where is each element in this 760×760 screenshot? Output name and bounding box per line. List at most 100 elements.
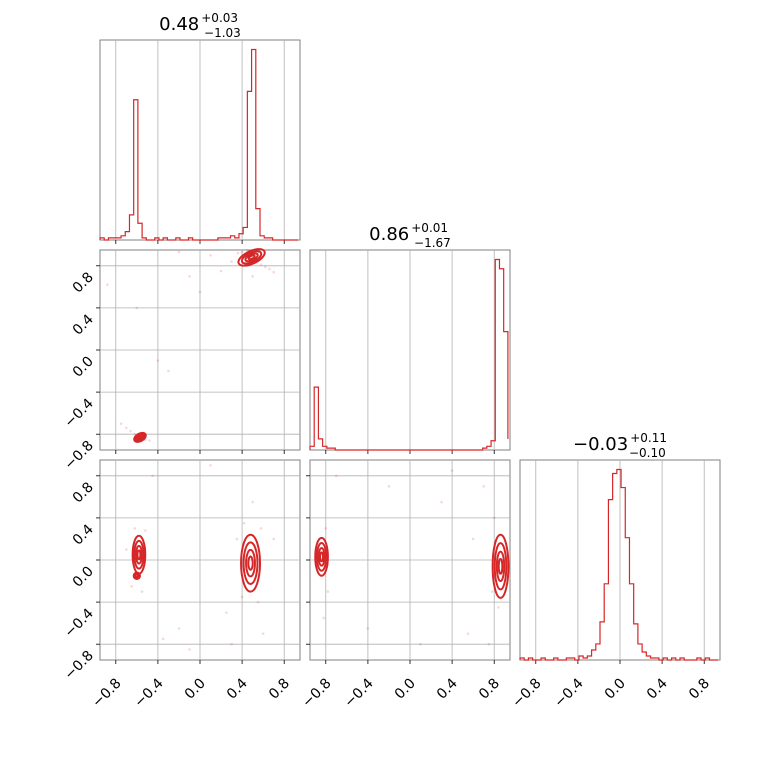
pair-panel-2-3-sample-0 bbox=[324, 527, 328, 530]
pair-panel-1-3-sample-9 bbox=[161, 637, 165, 641]
pair-panel-1-2-sample-2 bbox=[259, 263, 263, 267]
pair-panel-1-3-contour-1-3 bbox=[135, 574, 139, 578]
pair-panel-2-3-sample-1 bbox=[326, 590, 330, 593]
pair-panel-1-2-sample-14 bbox=[167, 369, 170, 373]
pair-panel-2-3-sample-9 bbox=[366, 627, 370, 630]
pair-panel-1-2-sample-21 bbox=[251, 275, 254, 278]
pair-panel-1-2-contour-0-1 bbox=[240, 250, 263, 265]
pair-panel-1-3-ytick-label-2: 0.0 bbox=[70, 564, 97, 591]
pair-panel-1-3-sample-11 bbox=[225, 611, 228, 614]
pair-panel-1-2-sample-8 bbox=[129, 429, 132, 433]
pair-panel-1-3-sample-13 bbox=[151, 474, 154, 478]
pair-panel-2-3-sample-15 bbox=[335, 474, 338, 478]
pair-panel-2-3-sample-11 bbox=[450, 469, 454, 472]
pair-panel-1-2-sample-15 bbox=[198, 290, 202, 294]
pair-panel-1-3-sample-15 bbox=[272, 537, 275, 541]
pair-panel-2-3-sample-10 bbox=[419, 642, 422, 646]
pair-panel-1-3-sample-2 bbox=[130, 585, 133, 588]
pair-panel-1-2-ytick-label-2: 0.0 bbox=[70, 354, 97, 381]
pair-panel-2-3-sample-8 bbox=[471, 537, 475, 541]
pair-panel-1-2-sample-18 bbox=[135, 306, 139, 310]
pair-panel-1-3-ytick-label-0: −0.8 bbox=[61, 648, 96, 683]
pair-panel-1-2-ytick-label-4: 0.8 bbox=[70, 269, 97, 296]
pair-panel-1-3-sample-6 bbox=[240, 595, 244, 599]
pair-panel-2-3-contour-1-3 bbox=[497, 557, 504, 575]
pair-panel-2-3-contour-1-2 bbox=[495, 550, 506, 583]
pair-panel-1-3-sample-14 bbox=[209, 463, 212, 467]
hist-panel-3-xtick-label-2: 0.0 bbox=[602, 676, 629, 703]
hist-panel-3-xtick-label-4: 0.8 bbox=[686, 676, 713, 703]
pair-panel-1-2-sample-9 bbox=[133, 432, 137, 436]
pair-panel-2-3-sample-4 bbox=[497, 606, 500, 609]
pair-panel-1-2-sample-13 bbox=[156, 359, 160, 362]
hist-panel-3-xtick-label-0: −0.8 bbox=[509, 676, 544, 711]
pair-panel-1-2-sample-7 bbox=[125, 426, 128, 430]
pair-panel-1-3-sample-0 bbox=[133, 527, 137, 530]
pair-panel-2-3-sample-12 bbox=[387, 485, 391, 488]
hist-panel-3-xtick-label-1: −0.4 bbox=[551, 675, 586, 710]
hist-panel-1 bbox=[99, 39, 301, 244]
pair-panel-1-2-contour-1-3 bbox=[137, 435, 143, 440]
pair-panel-1-3-ytick-label-1: −0.4 bbox=[61, 606, 96, 641]
pair-panel-1-3-contour-2-3 bbox=[247, 555, 254, 571]
panels-layer: −0.8 −0.4 0.0 0.4 0.8−0.8−0.40.00.40.8−0.8−0… bbox=[61, 39, 721, 711]
pair-panel-1-3-xtick-label-1: −0.4 bbox=[131, 675, 166, 710]
param-3-title: −0.03 +0.11 −0.10 bbox=[573, 431, 667, 460]
titles-layer: 0.48 +0.03 −1.03 0.86 +0.01 −1.67 −0.03 +0.11… bbox=[159, 11, 667, 460]
pair-panel-2-3-xtick-label-4: 0.8 bbox=[476, 676, 503, 703]
pair-panel-1-2-contour-0-2 bbox=[244, 252, 259, 263]
pair-panel-2-3-contour-0-3 bbox=[319, 551, 325, 563]
pair-panel-1-2-ytick-label-0: −0.8 bbox=[61, 438, 96, 473]
hist-panel-3-xtick-label-3: 0.4 bbox=[644, 675, 671, 702]
pair-panel-2-3-xtick-label-0: −0.8 bbox=[299, 676, 334, 711]
pair-panel-1-3-xtick-label-4: 0.8 bbox=[266, 676, 293, 703]
pair-panel-1-3-sample-19 bbox=[188, 648, 191, 651]
pair-panel-1-2-sample-0 bbox=[240, 250, 244, 254]
pair-panel-1-2-sample-20 bbox=[209, 253, 212, 257]
pair-panel-1-2-sample-4 bbox=[268, 267, 271, 271]
pair-panel-2-3-xtick-label-1: −0.4 bbox=[341, 675, 376, 710]
pair-panel-2-3-contour-0-0 bbox=[314, 536, 329, 577]
pair-panel-1-2-sample-11 bbox=[148, 439, 151, 442]
pair-panel-1-2: −0.8 −0.4 0.0 0.4 0.8 bbox=[61, 248, 301, 473]
pair-panel-1-3-xtick-label-2: 0.0 bbox=[182, 676, 209, 703]
pair-panel-1-3-sample-10 bbox=[177, 627, 181, 630]
pair-panel-1-2-contour-1-0 bbox=[133, 431, 147, 443]
pair-panel-1-3-xtick-label-0: −0.8 bbox=[89, 676, 124, 711]
pair-panel-2-3-sample-6 bbox=[482, 485, 485, 488]
pair-panel-2-3-contour-0-2 bbox=[317, 547, 326, 567]
pair-panel-1-3-sample-12 bbox=[230, 642, 233, 646]
pair-panel-1-3-sample-17 bbox=[125, 548, 128, 551]
pair-panel-1-3-xtick-label-3: 0.4 bbox=[224, 675, 251, 702]
pair-panel-1-3-contour-0-2 bbox=[135, 544, 143, 565]
pair-panel-1-2-sample-5 bbox=[272, 270, 275, 274]
pair-panel-1-3-sample-8 bbox=[251, 500, 254, 504]
pair-panel-1-3-sample-4 bbox=[242, 521, 246, 525]
pair-panel-1-3-ytick-label-4: 0.8 bbox=[70, 479, 97, 506]
param-1-title: 0.48 +0.03 −1.03 bbox=[159, 11, 241, 40]
pair-panel-1-2-sample-19 bbox=[188, 275, 191, 278]
pair-panel-2-3-sample-5 bbox=[490, 590, 494, 593]
pair-panel-2-3-sample-3 bbox=[492, 516, 496, 520]
pair-panel-1-3-sample-7 bbox=[259, 527, 263, 530]
pair-panel-2-3-contour-1-0 bbox=[491, 533, 510, 599]
pair-panel-1-3-sample-1 bbox=[140, 590, 144, 593]
pair-panel-1-2-contour-0-3 bbox=[247, 254, 256, 261]
pair-panel-1-2-sample-1 bbox=[236, 251, 240, 255]
pair-panel-2-3-xtick-label-2: 0.0 bbox=[392, 676, 419, 703]
pair-panel-1-2-contour-1-1 bbox=[134, 433, 146, 442]
pair-panel-1-3-contour-2-1 bbox=[242, 541, 259, 586]
pair-panel-2-3: −0.8 −0.4 0.0 0.4 0.8 bbox=[299, 459, 511, 711]
pair-panel-2-3-sample-13 bbox=[440, 500, 443, 504]
pair-panel-1-3-contour-0-3 bbox=[136, 549, 142, 561]
hist-panel-3: −0.8 −0.4 0.0 0.4 0.8 bbox=[509, 459, 721, 711]
pair-panel-1-3-sample-5 bbox=[256, 600, 260, 604]
pair-panel-1-3-sample-16 bbox=[235, 537, 239, 541]
pair-panel-2-3-sample-2 bbox=[322, 616, 325, 620]
pair-panel-2-3-contour-0-1 bbox=[315, 541, 328, 572]
pair-panel-1-2-ytick-label-3: 0.4 bbox=[70, 311, 97, 338]
pair-panel-1-3: −0.8−0.40.00.40.8−0.8 −0.4 0.0 0.4 0.8 bbox=[61, 459, 301, 711]
pair-panel-2-3-sample-14 bbox=[487, 642, 491, 646]
hist-panel-1-histogram bbox=[99, 48, 298, 241]
